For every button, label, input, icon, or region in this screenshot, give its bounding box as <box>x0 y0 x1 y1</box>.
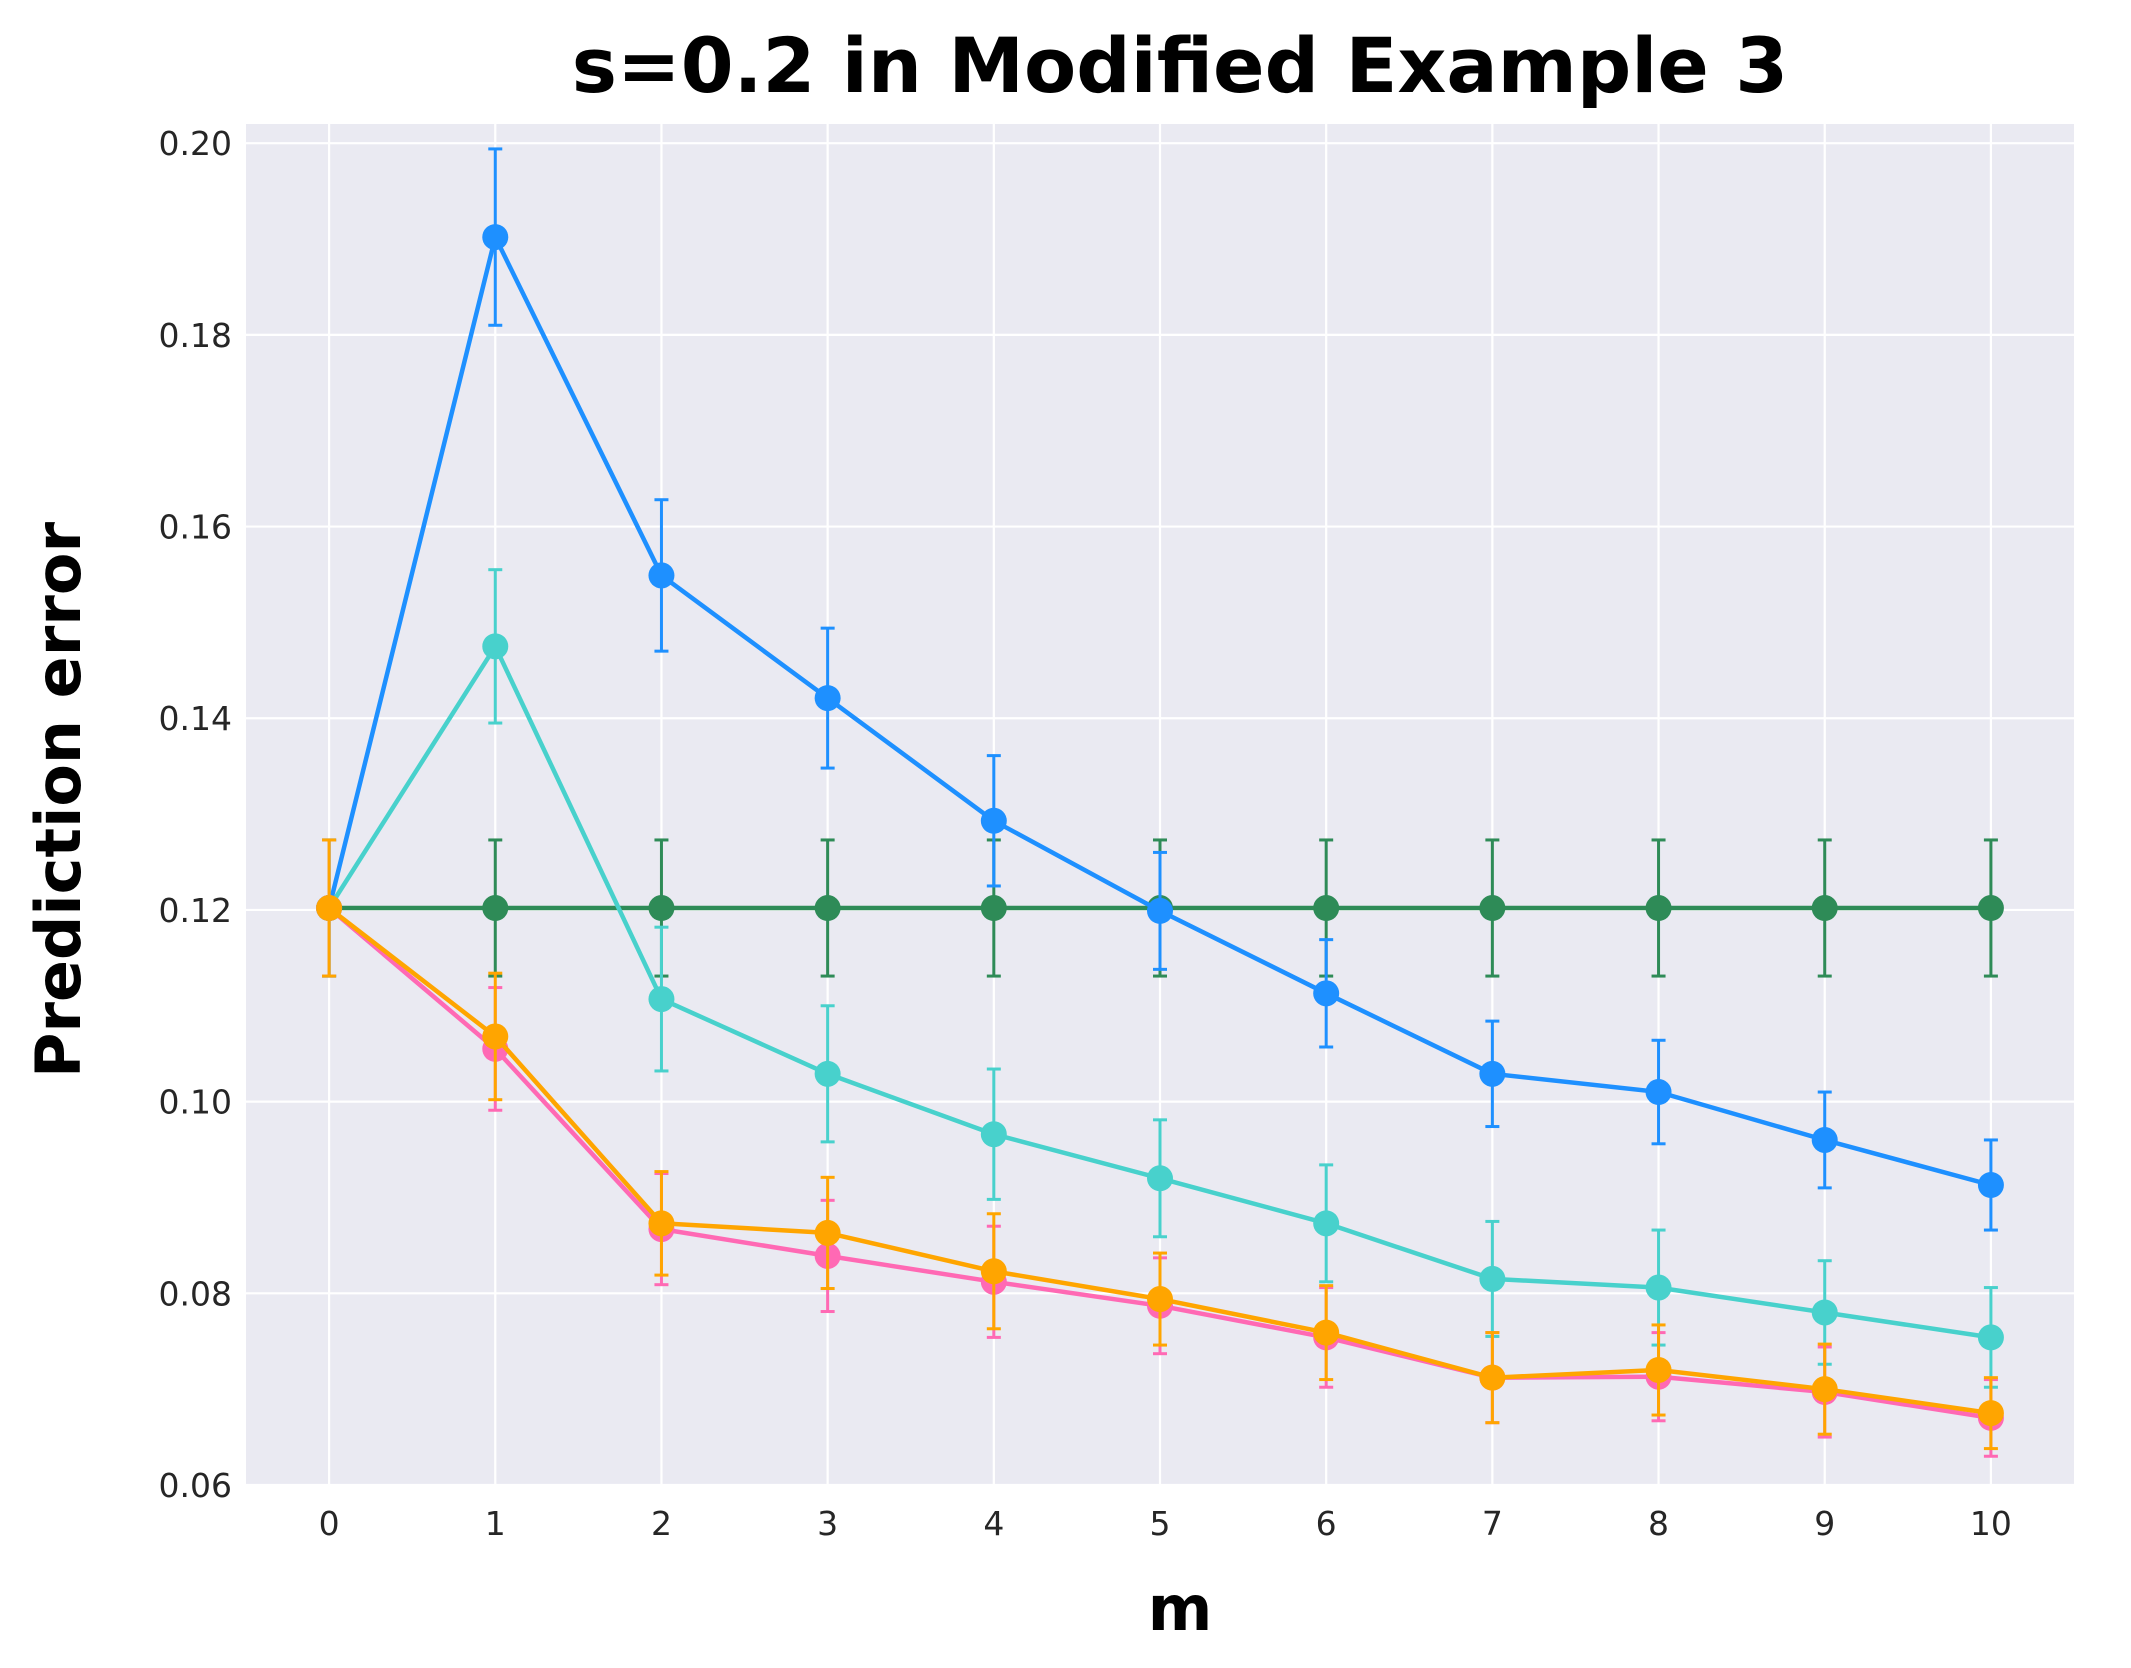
x-axis-label: m <box>1148 1572 1213 1645</box>
data-point <box>1811 1299 1838 1326</box>
data-point <box>1645 1356 1672 1383</box>
data-point <box>482 633 509 660</box>
series-layer <box>316 147 2004 1458</box>
data-point <box>980 807 1007 834</box>
data-point <box>814 895 841 922</box>
data-point <box>648 895 675 922</box>
data-point <box>980 895 1007 922</box>
data-point <box>1479 1060 1506 1087</box>
data-point <box>814 1060 841 1087</box>
y-tick-label: 0.12 <box>159 891 232 930</box>
data-point <box>482 224 509 251</box>
series-3 <box>316 568 2004 1389</box>
x-tick-label: 10 <box>1970 1504 2012 1543</box>
data-point <box>1977 895 2004 922</box>
x-tick-label: 1 <box>485 1504 506 1543</box>
data-point <box>1147 1286 1173 1313</box>
x-tick-label: 4 <box>983 1504 1004 1543</box>
data-point <box>1645 895 1672 922</box>
data-point <box>1313 1210 1340 1237</box>
data-point <box>1313 980 1340 1007</box>
data-point <box>1811 895 1838 922</box>
data-point <box>1645 1274 1672 1301</box>
y-tick-label: 0.18 <box>159 316 232 355</box>
y-tick-label: 0.10 <box>159 1083 232 1122</box>
tick-labels: 0 1 2 3 4 5 6 7 8 9 10 0.06 0.08 0.10 0.12 0.14 0.16 0.18… <box>159 124 2012 1543</box>
x-tick-label: 8 <box>1648 1504 1669 1543</box>
x-tick-label: 7 <box>1482 1504 1503 1543</box>
y-tick-label: 0.08 <box>159 1274 232 1313</box>
data-point <box>980 1121 1007 1148</box>
x-tick-label: 5 <box>1150 1504 1171 1543</box>
data-point <box>1147 1165 1173 1192</box>
data-point <box>1479 1364 1506 1391</box>
x-tick-label: 9 <box>1814 1504 1835 1543</box>
series-5 <box>316 838 2004 1451</box>
data-point <box>1811 1376 1838 1403</box>
data-point <box>316 895 343 922</box>
data-point <box>980 1258 1007 1285</box>
data-point <box>482 1023 509 1050</box>
data-point <box>648 986 675 1013</box>
x-tick-label: 6 <box>1316 1504 1337 1543</box>
data-point <box>1147 897 1173 924</box>
data-point <box>1977 1400 2004 1427</box>
data-point <box>648 1210 675 1237</box>
data-point <box>1313 1319 1340 1346</box>
data-point <box>814 1219 841 1246</box>
y-tick-label: 0.20 <box>159 124 232 163</box>
data-point <box>1977 1172 2004 1199</box>
data-point <box>1313 895 1340 922</box>
y-tick-label: 0.06 <box>159 1466 232 1505</box>
data-point <box>1479 1265 1506 1292</box>
data-point <box>648 562 675 589</box>
x-tick-label: 0 <box>319 1504 340 1543</box>
y-axis-label: Prediction error <box>22 522 95 1078</box>
chart-title: s=0.2 in Modified Example 3 <box>572 21 1788 110</box>
x-tick-label: 3 <box>817 1504 838 1543</box>
data-point <box>1811 1126 1838 1153</box>
data-point <box>1977 1324 2004 1351</box>
data-point <box>1479 895 1506 922</box>
series-2 <box>316 147 2004 1232</box>
data-point <box>814 685 841 712</box>
y-tick-label: 0.16 <box>159 508 232 547</box>
x-tick-label: 2 <box>651 1504 672 1543</box>
y-tick-label: 0.14 <box>159 699 232 738</box>
data-point <box>1645 1079 1672 1106</box>
data-point <box>482 895 509 922</box>
